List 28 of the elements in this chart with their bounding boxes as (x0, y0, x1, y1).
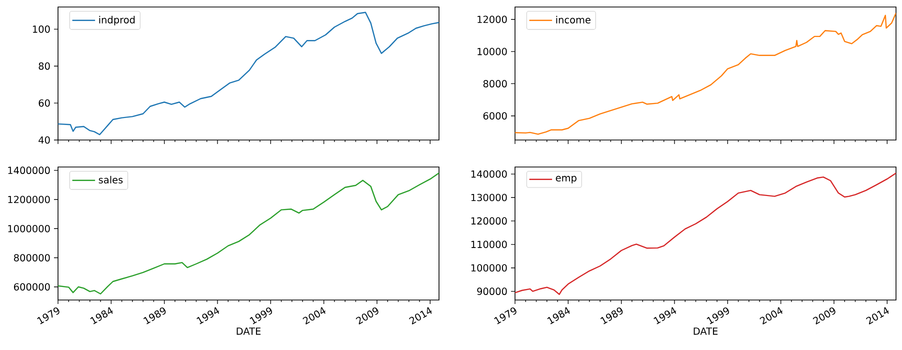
y-tick-label: 140000 (471, 170, 507, 178)
y-tick-label: 12000 (478, 16, 507, 24)
y-tick-label: 8000 (483, 80, 507, 88)
y-tick-label: 40 (38, 136, 50, 144)
y-tick-label: 800000 (14, 254, 50, 262)
line-series (58, 172, 440, 294)
y-tick-label: 10000 (478, 48, 507, 56)
y-tick-label: 60 (38, 99, 50, 107)
y-tick-label: 1200000 (8, 196, 50, 204)
y-tick-label: 90000 (477, 288, 507, 296)
y-tick-label: 100 (32, 25, 50, 33)
legend-label: income (556, 16, 590, 24)
y-tick-label: 130000 (471, 194, 507, 202)
y-tick-label: 100000 (471, 264, 507, 272)
line-series (515, 172, 896, 295)
y-tick-label: 1000000 (8, 224, 50, 232)
legend-label: sales (98, 176, 123, 184)
y-tick-label: 120000 (471, 217, 507, 225)
x-axis-title: DATE (694, 328, 718, 335)
y-tick-label: 600000 (14, 283, 50, 291)
y-tick-label: 6000 (483, 112, 507, 120)
legend-label: indprod (99, 16, 135, 26)
y-tick-label: 1400000 (8, 166, 50, 174)
legend-label: emp (556, 176, 576, 184)
y-tick-label: 110000 (471, 240, 507, 248)
x-axis-title: DATE (236, 328, 261, 335)
y-tick-label: 80 (38, 62, 50, 70)
line-series (58, 12, 440, 136)
